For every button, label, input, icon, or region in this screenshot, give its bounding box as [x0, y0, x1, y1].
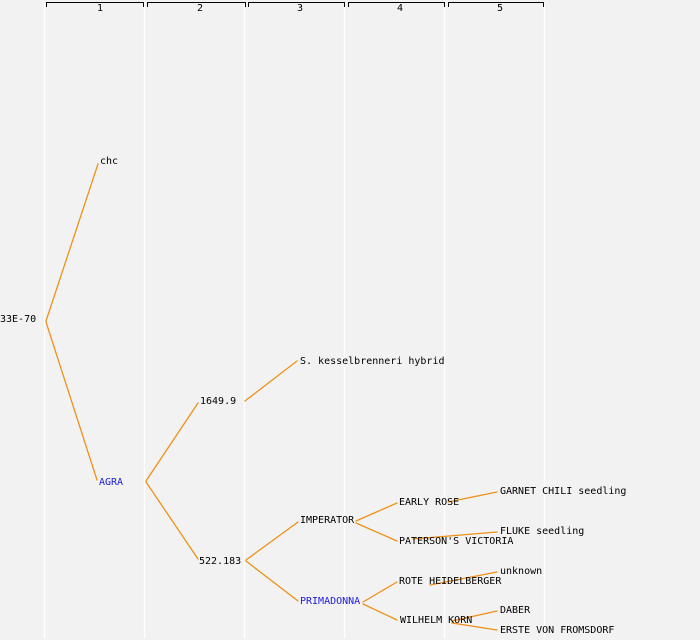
node-wilhelm-korn[interactable]: WILHELM KORN: [400, 615, 473, 626]
edge-33e-70-agra: [45, 321, 98, 481]
generation-bracket-5: [448, 2, 544, 7]
edge-1649-9-s-kesselbrenneri-hybrid: [244, 360, 298, 402]
edge-imperator-early-rose: [355, 502, 398, 522]
node-imperator[interactable]: IMPERATOR: [300, 515, 355, 526]
node-522-183[interactable]: 522.183: [199, 556, 242, 567]
edge-agra-1649-9: [145, 402, 199, 482]
edge-33e-70-chc: [45, 163, 99, 322]
node-s-kesselbrenneri-hybrid[interactable]: S. kesselbrenneri hybrid: [300, 356, 445, 367]
node-garnet-chili-seedling[interactable]: GARNET CHILI seedling: [500, 486, 627, 497]
edge-patersons-victoria-fluke-seedling: [412, 531, 498, 540]
node-early-rose[interactable]: EARLY ROSE: [399, 497, 460, 508]
edge-522-183-primadonna: [245, 560, 299, 602]
edge-agra-522-183: [145, 481, 199, 560]
edge-primadonna-wilhelm-korn: [362, 603, 398, 621]
pedigree-edges: [45, 163, 498, 631]
edge-522-183-imperator: [245, 521, 299, 561]
node-patersons-victoria[interactable]: PATERSON'S VICTORIA: [399, 536, 514, 547]
node-daber[interactable]: DABER: [500, 605, 531, 616]
edge-early-rose-garnet-chili-seedling: [447, 491, 498, 503]
node-chc[interactable]: chc: [100, 156, 119, 167]
generation-label-3: 3: [296, 3, 304, 14]
generation-bracket-2: [147, 2, 246, 7]
edge-wilhelm-korn-daber: [451, 610, 498, 622]
node-fluke-seedling[interactable]: FLUKE seedling: [500, 526, 585, 537]
edge-primadonna-rote-heidelberger: [362, 581, 398, 603]
generation-label-1: 1: [96, 3, 104, 14]
column-grid: [43, 3, 546, 638]
generation-label-2: 2: [196, 3, 204, 14]
node-33e-70[interactable]: 33E-70: [0, 314, 37, 325]
node-erste-von-fromsdorf[interactable]: ERSTE VON FROMSDORF: [500, 625, 615, 636]
edge-rote-heidelberger-unknown: [429, 571, 498, 586]
edge-wilhelm-korn-erste-von-fromsdorf: [451, 622, 498, 631]
node-agra[interactable]: AGRA: [99, 477, 124, 488]
node-1649-9[interactable]: 1649.9: [200, 396, 237, 407]
generation-bracket-1: [46, 2, 144, 7]
generation-bracket-3: [248, 2, 345, 7]
generation-brackets: [46, 2, 544, 7]
node-rote-heidelberger[interactable]: ROTE HEIDELBERGER: [399, 576, 502, 587]
node-primadonna[interactable]: PRIMADONNA: [300, 596, 361, 607]
generation-label-5: 5: [496, 3, 504, 14]
node-unknown[interactable]: unknown: [500, 566, 543, 577]
generation-bracket-4: [348, 2, 445, 7]
edge-imperator-patersons-victoria: [355, 522, 398, 542]
generation-label-4: 4: [396, 3, 404, 14]
